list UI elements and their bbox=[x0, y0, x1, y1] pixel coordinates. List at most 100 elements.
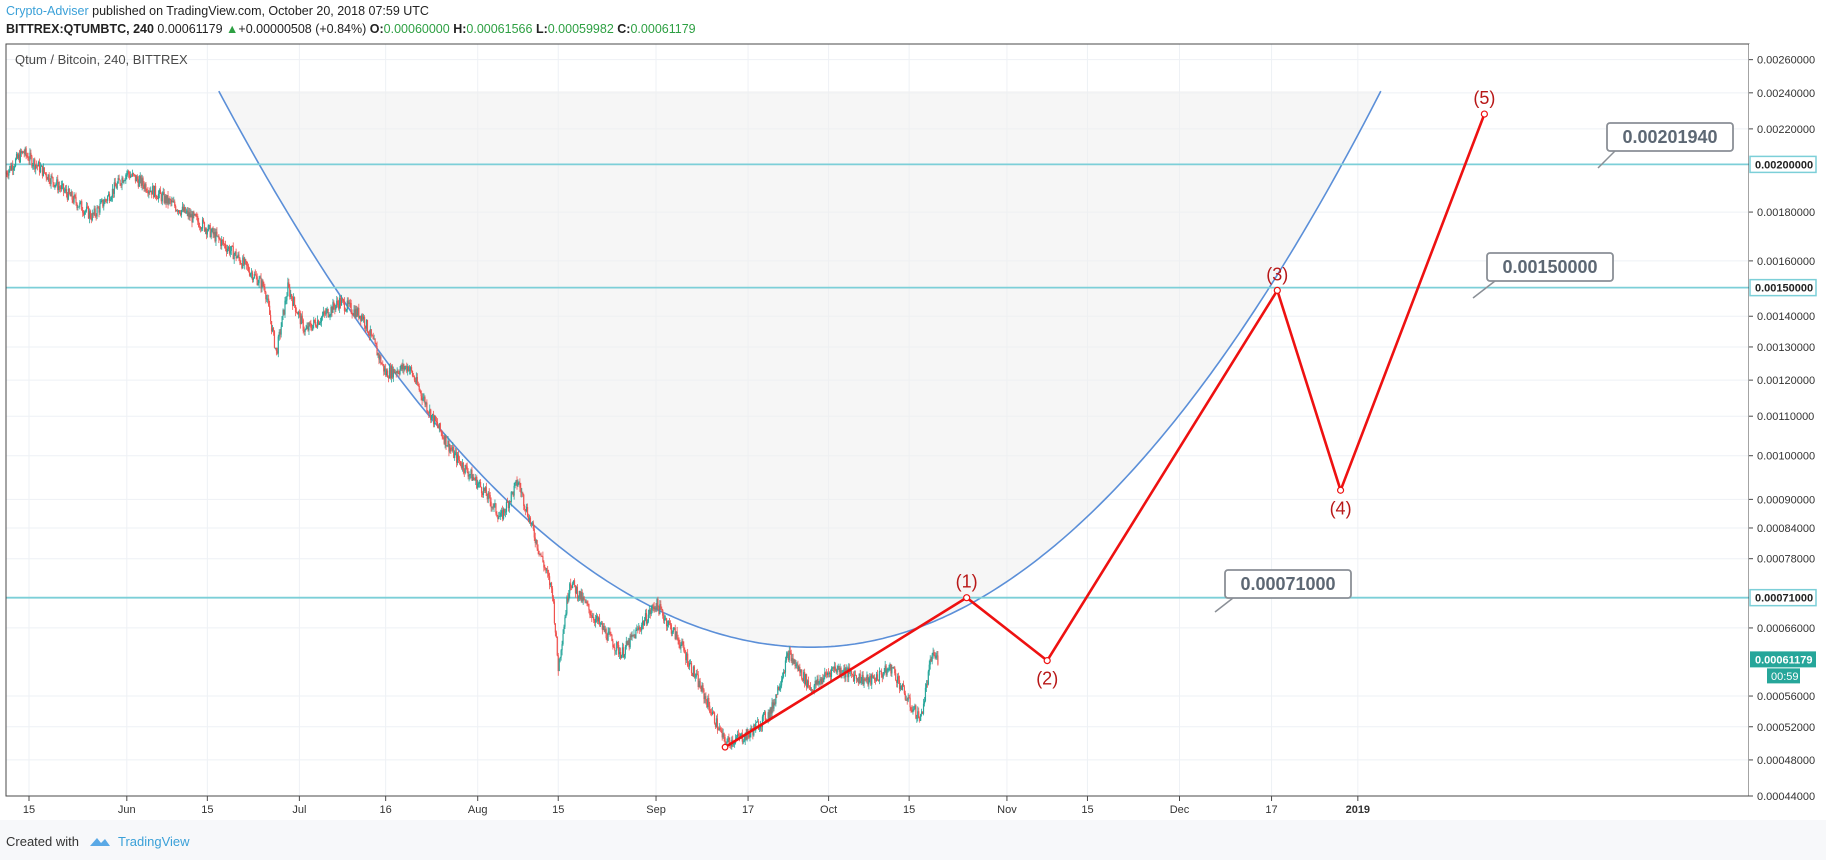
candle[interactable] bbox=[702, 685, 704, 690]
candle[interactable] bbox=[530, 523, 532, 525]
candle[interactable] bbox=[513, 485, 515, 496]
candle[interactable] bbox=[624, 646, 626, 655]
candle[interactable] bbox=[33, 159, 35, 165]
candle[interactable] bbox=[680, 644, 682, 649]
candle[interactable] bbox=[661, 608, 663, 611]
candle[interactable] bbox=[908, 697, 910, 699]
candle[interactable] bbox=[406, 365, 408, 372]
candle[interactable] bbox=[448, 440, 450, 452]
candle[interactable] bbox=[277, 336, 279, 354]
candle[interactable] bbox=[923, 700, 926, 704]
candle[interactable] bbox=[293, 297, 296, 306]
candle[interactable] bbox=[153, 186, 155, 198]
candle[interactable] bbox=[291, 294, 293, 300]
candle[interactable] bbox=[668, 621, 671, 623]
candle[interactable] bbox=[49, 181, 51, 185]
candle[interactable] bbox=[786, 653, 788, 656]
candle[interactable] bbox=[526, 507, 529, 517]
candle[interactable] bbox=[655, 607, 657, 609]
candle[interactable] bbox=[121, 178, 123, 186]
candle[interactable] bbox=[578, 590, 580, 598]
candle[interactable] bbox=[843, 668, 845, 674]
candle[interactable] bbox=[875, 674, 878, 681]
candle[interactable] bbox=[394, 372, 396, 374]
candle[interactable] bbox=[223, 244, 226, 245]
candle[interactable] bbox=[183, 207, 185, 212]
candle[interactable] bbox=[398, 373, 400, 375]
candle[interactable] bbox=[880, 670, 882, 675]
candle[interactable] bbox=[641, 625, 643, 631]
candle[interactable] bbox=[553, 601, 556, 624]
candle[interactable] bbox=[833, 666, 835, 669]
candle[interactable] bbox=[242, 257, 244, 269]
candle[interactable] bbox=[145, 184, 147, 192]
candle[interactable] bbox=[426, 402, 428, 411]
candle[interactable] bbox=[340, 297, 342, 306]
candle[interactable] bbox=[373, 338, 375, 340]
candle[interactable] bbox=[508, 501, 510, 509]
candle[interactable] bbox=[851, 671, 853, 675]
candle[interactable] bbox=[337, 300, 339, 304]
candle[interactable] bbox=[822, 678, 824, 683]
candle[interactable] bbox=[411, 370, 414, 376]
candle[interactable] bbox=[837, 666, 839, 669]
candle[interactable] bbox=[249, 273, 252, 276]
candle[interactable] bbox=[498, 516, 500, 519]
candle[interactable] bbox=[432, 413, 434, 416]
candle[interactable] bbox=[69, 193, 71, 197]
candle[interactable] bbox=[442, 437, 444, 439]
candle[interactable] bbox=[451, 449, 453, 451]
candle[interactable] bbox=[914, 705, 916, 710]
candle[interactable] bbox=[892, 667, 894, 669]
candle[interactable] bbox=[92, 213, 94, 215]
candle[interactable] bbox=[236, 256, 238, 259]
candle[interactable] bbox=[178, 210, 181, 214]
candle[interactable] bbox=[347, 300, 349, 305]
candle[interactable] bbox=[285, 300, 287, 302]
candle[interactable] bbox=[168, 198, 170, 204]
candle[interactable] bbox=[491, 506, 493, 508]
candle[interactable] bbox=[796, 664, 798, 666]
candle[interactable] bbox=[884, 665, 886, 672]
candle[interactable] bbox=[273, 331, 276, 348]
candle[interactable] bbox=[517, 482, 519, 487]
candle[interactable] bbox=[150, 190, 152, 192]
candle[interactable] bbox=[694, 676, 696, 678]
candle[interactable] bbox=[307, 326, 309, 331]
candle[interactable] bbox=[223, 240, 225, 245]
candle[interactable] bbox=[817, 678, 819, 684]
candle[interactable] bbox=[98, 207, 100, 213]
candle[interactable] bbox=[374, 338, 376, 344]
candle[interactable] bbox=[815, 680, 817, 685]
candle[interactable] bbox=[832, 667, 834, 669]
candle[interactable] bbox=[430, 409, 432, 421]
candle[interactable] bbox=[272, 328, 275, 332]
candle[interactable] bbox=[650, 610, 652, 615]
candle[interactable] bbox=[141, 178, 143, 186]
candle[interactable] bbox=[414, 380, 416, 383]
candle[interactable] bbox=[227, 247, 230, 249]
candle[interactable] bbox=[78, 206, 80, 208]
candle[interactable] bbox=[34, 159, 36, 170]
candle[interactable] bbox=[401, 365, 403, 370]
candle[interactable] bbox=[893, 667, 895, 669]
candle[interactable] bbox=[256, 276, 258, 286]
candle[interactable] bbox=[483, 487, 486, 491]
candle[interactable] bbox=[57, 179, 59, 191]
candle[interactable] bbox=[910, 707, 912, 710]
candle[interactable] bbox=[9, 166, 11, 171]
candle[interactable] bbox=[635, 629, 637, 639]
candle[interactable] bbox=[326, 309, 328, 311]
candle[interactable] bbox=[581, 592, 583, 602]
candle[interactable] bbox=[710, 712, 712, 714]
candle[interactable] bbox=[434, 415, 437, 422]
candle[interactable] bbox=[497, 516, 499, 519]
candle[interactable] bbox=[462, 462, 464, 471]
candle[interactable] bbox=[381, 363, 383, 365]
candle[interactable] bbox=[243, 257, 245, 265]
candle[interactable] bbox=[816, 678, 818, 685]
candle[interactable] bbox=[162, 192, 164, 195]
candle[interactable] bbox=[27, 156, 29, 161]
candle[interactable] bbox=[42, 167, 44, 176]
candle[interactable] bbox=[251, 272, 253, 280]
